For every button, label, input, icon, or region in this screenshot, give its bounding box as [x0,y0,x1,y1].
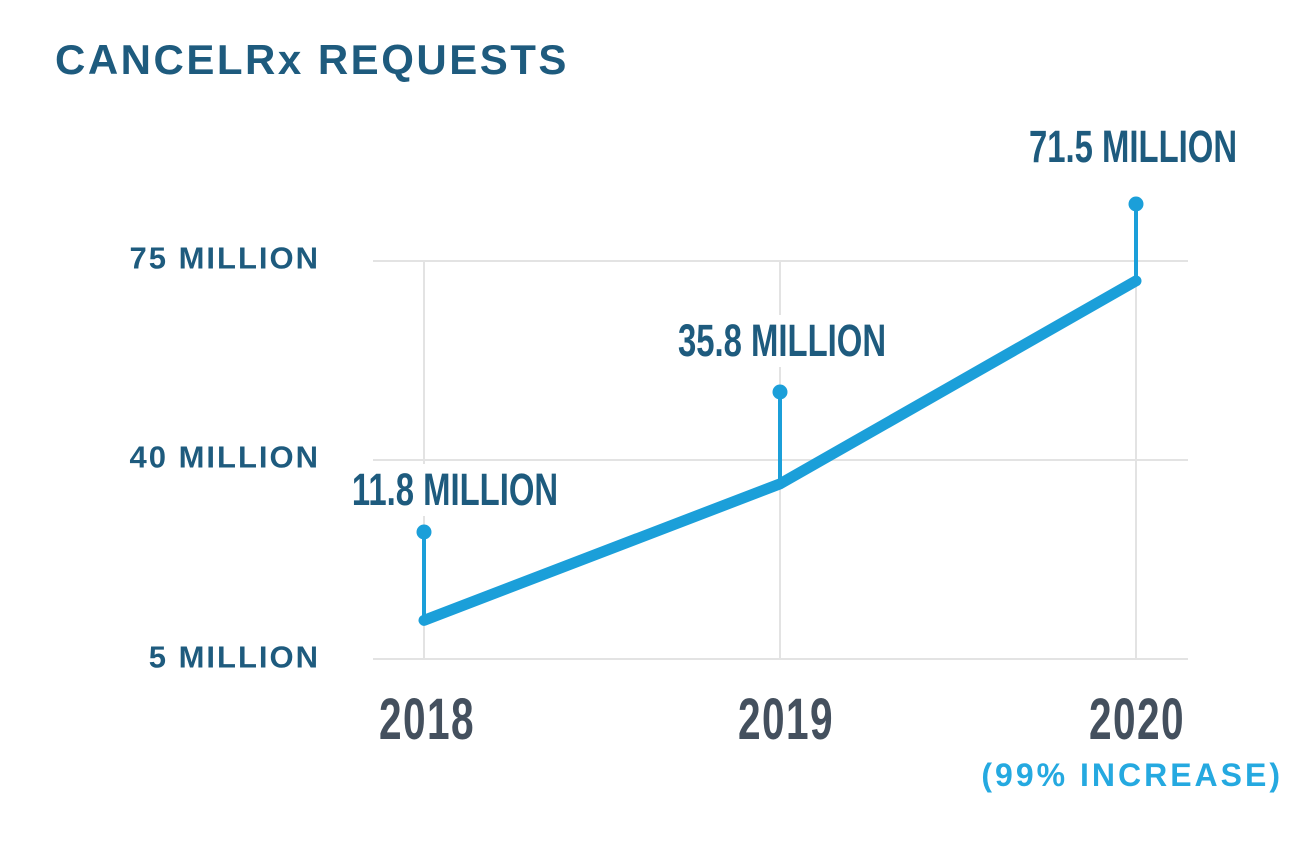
data-label-2019: 35.8 MILLION [672,315,892,367]
y-axis-tick-75-million: 75 MILLION [129,240,320,276]
data-point-marker-2018 [416,524,432,540]
x-axis-tick-2019: 2019 [738,687,834,752]
x-axis-tick-2018: 2018 [379,687,475,752]
y-axis-tick-40-million: 40 MILLION [129,439,320,475]
y-axis-tick-5-million: 5 MILLION [148,639,320,675]
data-point-marker-2020 [1128,196,1144,212]
series-line [418,275,1142,626]
x-axis-tick-2020: 2020 [1089,687,1185,752]
data-label-2020: 71.5 MILLION [1023,121,1243,173]
percent-increase-annotation: (99% INCREASE) [981,757,1283,793]
chart-title: CANCELRx REQUESTS [55,36,569,83]
data-point-marker-2019 [772,384,788,400]
data-label-2018: 11.8 MILLION [346,464,564,516]
